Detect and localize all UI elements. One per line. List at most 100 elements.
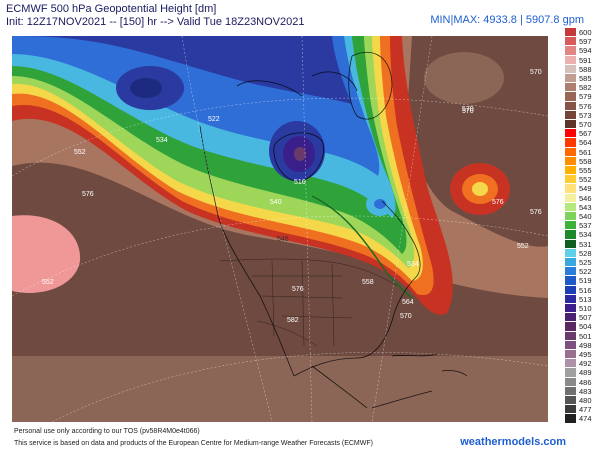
contour-label: 534 — [156, 137, 168, 144]
scale-row: 561 — [565, 147, 597, 159]
contour-label: 570 — [462, 106, 474, 113]
arctic-islands — [236, 71, 358, 97]
geopotential-height-map: 570 570 576 552 576 552 570 576 534 516 … — [12, 36, 548, 422]
scale-swatch — [565, 202, 576, 211]
scale-label: 486 — [579, 377, 592, 387]
scale-label: 507 — [579, 313, 592, 323]
contour-label: 570 — [400, 313, 412, 320]
scale-row: 489 — [565, 368, 597, 379]
scale-swatch — [565, 368, 576, 377]
scale-label: 552 — [579, 175, 592, 185]
scale-row: 576 — [565, 101, 597, 113]
scale-swatch — [565, 138, 576, 147]
scale-swatch — [565, 276, 576, 285]
scale-swatch — [565, 294, 576, 303]
scale-swatch — [565, 83, 576, 92]
scale-swatch — [565, 129, 576, 138]
scale-label: 540 — [579, 212, 592, 221]
scale-label: 573 — [579, 110, 592, 120]
coastline-west — [199, 125, 295, 377]
scale-row: 591 — [565, 55, 597, 67]
scale-label: 555 — [579, 166, 592, 175]
scale-row: 579 — [565, 92, 597, 103]
scale-row: 486 — [565, 377, 597, 389]
ridge-pink — [12, 215, 81, 293]
scale-row: 597 — [565, 37, 597, 48]
scale-swatch — [565, 322, 576, 331]
scale-swatch — [565, 405, 576, 414]
scale-swatch — [565, 414, 576, 423]
scale-row: 516 — [565, 285, 597, 297]
state-lines-2 — [271, 260, 335, 347]
meridian-west — [181, 36, 273, 422]
scale-row: 549 — [565, 184, 597, 195]
trough-east — [311, 195, 413, 299]
scale-label: 582 — [579, 83, 592, 93]
scale-row: 498 — [565, 340, 597, 352]
chart-title: ECMWF 500 hPa Geopotential Height [dm] — [6, 3, 217, 15]
contour-label: 582 — [287, 317, 299, 324]
scale-row: 558 — [565, 156, 597, 168]
scale-label: 561 — [579, 147, 592, 157]
scale-swatch — [565, 55, 576, 64]
scale-row: 510 — [565, 304, 597, 315]
brand-link[interactable]: weathermodels.com — [460, 436, 566, 448]
scale-row: 525 — [565, 258, 597, 269]
scale-label: 594 — [579, 46, 592, 56]
scale-row: 522 — [565, 267, 597, 278]
scale-label: 477 — [579, 405, 592, 415]
scale-row: 555 — [565, 166, 597, 177]
scale-swatch — [565, 184, 576, 193]
border-lines — [219, 258, 398, 347]
scale-label: 516 — [579, 285, 592, 295]
graticule — [12, 36, 548, 422]
scale-row: 552 — [565, 175, 597, 186]
scale-swatch — [565, 212, 576, 221]
scale-row: 546 — [565, 193, 597, 205]
atlantic-high-peak — [472, 182, 488, 196]
scale-row: 528 — [565, 248, 597, 260]
scale-swatch — [565, 74, 576, 83]
scale-row: 540 — [565, 212, 597, 223]
scale-label: 534 — [579, 230, 592, 240]
scale-row: 507 — [565, 313, 597, 324]
scale-swatch — [565, 386, 576, 395]
scale-swatch — [565, 28, 576, 37]
scale-label: 543 — [579, 202, 592, 212]
scale-swatch — [565, 230, 576, 239]
contour-label: 576 — [530, 209, 542, 216]
scale-row: 594 — [565, 46, 597, 57]
scale-row: 483 — [565, 386, 597, 398]
scale-swatch — [565, 101, 576, 110]
scale-label: 480 — [579, 396, 592, 405]
scale-label: 567 — [579, 129, 592, 139]
scale-swatch — [565, 110, 576, 119]
coastlines — [199, 51, 468, 409]
scale-row: 585 — [565, 74, 597, 85]
scale-row: 537 — [565, 221, 597, 232]
scale-label: 519 — [579, 276, 592, 286]
scale-label: 600 — [579, 28, 592, 37]
scale-swatch — [565, 46, 576, 55]
scale-swatch — [565, 156, 576, 165]
scale-label: 576 — [579, 101, 592, 111]
scale-label: 558 — [579, 156, 592, 166]
scale-swatch — [565, 120, 576, 129]
scale-label: 495 — [579, 350, 592, 359]
low-center-hudson-eye — [294, 147, 306, 161]
scale-row: 513 — [565, 294, 597, 306]
scale-row: 534 — [565, 230, 597, 241]
us-mexico-border — [256, 320, 318, 347]
contour-label: 576 — [292, 286, 304, 293]
usage-disclaimer: Personal use only according to our TOS (… — [14, 428, 200, 435]
us-canada-border — [219, 258, 398, 287]
scale-row: 567 — [565, 129, 597, 140]
scale-row: 519 — [565, 276, 597, 287]
scale-row: 480 — [565, 396, 597, 407]
scale-label: 525 — [579, 258, 592, 267]
scale-label: 546 — [579, 193, 592, 203]
contour-label: 540 — [270, 199, 282, 206]
scale-label: 549 — [579, 184, 592, 194]
scale-swatch — [565, 37, 576, 46]
state-lines-1 — [252, 275, 353, 319]
